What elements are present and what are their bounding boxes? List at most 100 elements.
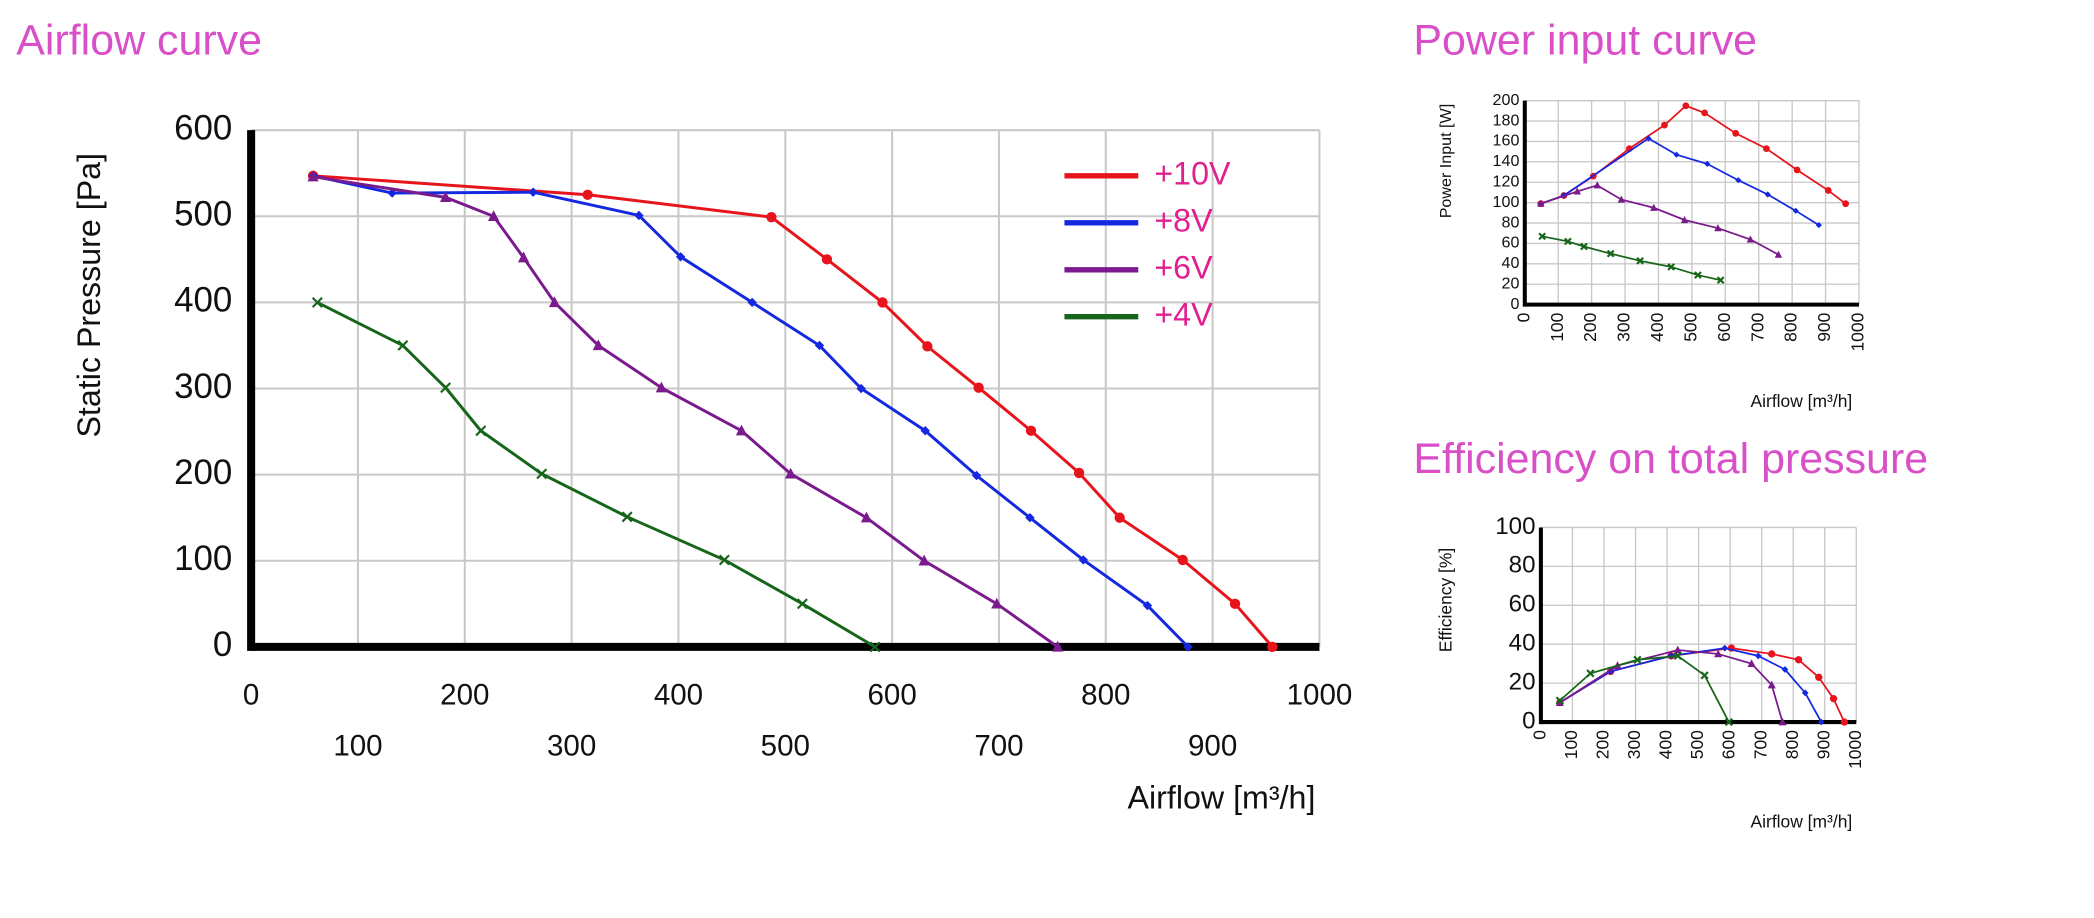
point	[655, 381, 668, 393]
point	[1792, 207, 1799, 214]
point	[528, 187, 538, 197]
point	[439, 191, 452, 203]
point	[1573, 187, 1581, 195]
x-tick-label: 600	[867, 678, 916, 711]
point	[1701, 109, 1708, 117]
x-tick-label: 500	[1680, 312, 1700, 341]
point	[971, 470, 982, 481]
point	[1774, 250, 1783, 258]
y-tick-label: 0	[1522, 707, 1535, 734]
y-tick-label: 20	[1509, 669, 1536, 696]
point	[1754, 652, 1762, 660]
chart-title: Power input curve	[1413, 16, 1757, 64]
y-tick-label: 400	[174, 281, 232, 320]
series-line	[1559, 654, 1730, 723]
point	[918, 554, 930, 566]
point	[1633, 655, 1642, 664]
point	[1661, 121, 1668, 129]
point	[1682, 102, 1690, 110]
x-tick-label: 300	[1624, 730, 1644, 759]
y-tick-label: 100	[1495, 513, 1535, 540]
series-line	[1542, 235, 1721, 282]
point	[675, 252, 686, 262]
point	[1817, 718, 1825, 726]
series-line	[312, 174, 1190, 648]
point	[1732, 129, 1740, 137]
y-tick-label: 100	[174, 539, 232, 578]
x-tick-label: 200	[440, 678, 489, 711]
y-tick-label: 160	[1493, 132, 1520, 150]
y-tick-label: 60	[1502, 234, 1520, 252]
point	[1177, 554, 1188, 566]
point	[1829, 695, 1838, 703]
y-tick-label: 120	[1493, 173, 1520, 191]
point	[1537, 199, 1545, 207]
point	[1078, 555, 1089, 565]
point	[1735, 177, 1742, 184]
y-tick-label: 20	[1502, 275, 1520, 293]
point	[488, 210, 500, 221]
point	[1714, 224, 1722, 232]
point	[1636, 256, 1644, 265]
point	[856, 383, 866, 394]
x-tick-label: 200	[1593, 730, 1613, 759]
x-tick-label: 600	[1714, 312, 1734, 341]
point	[920, 426, 930, 436]
point	[307, 170, 319, 182]
x-tick-label: 900	[1814, 312, 1834, 341]
point	[548, 296, 561, 308]
point	[1714, 649, 1723, 658]
point	[1768, 650, 1776, 658]
point	[1593, 181, 1602, 189]
point	[1555, 696, 1564, 705]
x-tick-label: 0	[1530, 730, 1550, 740]
y-tick-label: 140	[1493, 152, 1520, 170]
point	[1673, 645, 1682, 654]
x-tick-label: 900	[1188, 729, 1237, 762]
point	[1778, 717, 1787, 726]
y-tick-label: 40	[1502, 254, 1520, 272]
point	[821, 254, 833, 265]
y-tick-label: 600	[174, 108, 232, 147]
y-tick-label: 300	[174, 367, 232, 406]
point	[582, 189, 593, 200]
point	[1680, 215, 1689, 224]
point	[397, 340, 409, 351]
point	[1114, 512, 1125, 523]
point	[1793, 166, 1801, 174]
point	[1580, 242, 1588, 251]
x-tick-label: 300	[547, 729, 596, 762]
series-line	[312, 175, 1059, 649]
x-tick-label: 600	[1719, 730, 1739, 759]
point	[1073, 467, 1085, 479]
point	[747, 297, 757, 308]
point	[814, 340, 825, 351]
y-tick-label: 80	[1502, 213, 1520, 231]
y-tick-label: 100	[1493, 193, 1520, 211]
point	[796, 598, 808, 610]
chart-title: Efficiency on total pressure	[1413, 435, 1928, 483]
y-tick-label: 180	[1493, 111, 1520, 129]
y-tick-label: 80	[1509, 552, 1536, 579]
y-tick-label: 200	[174, 453, 232, 492]
point	[475, 425, 487, 437]
point	[1025, 425, 1037, 436]
point	[1538, 232, 1547, 241]
point	[766, 211, 777, 223]
point	[1746, 235, 1755, 243]
x-tick-label: 100	[333, 729, 382, 762]
point	[1586, 669, 1595, 678]
x-tick-label: 200	[1580, 312, 1600, 341]
point	[1650, 203, 1658, 211]
point	[1617, 195, 1626, 203]
y-tick-label: 0	[213, 625, 232, 664]
point	[1842, 200, 1850, 208]
point	[973, 382, 984, 393]
point	[1645, 135, 1652, 142]
point	[877, 297, 888, 308]
point	[860, 511, 873, 523]
point	[440, 382, 452, 394]
point	[311, 296, 323, 308]
y-tick-label: 0	[1510, 295, 1519, 313]
